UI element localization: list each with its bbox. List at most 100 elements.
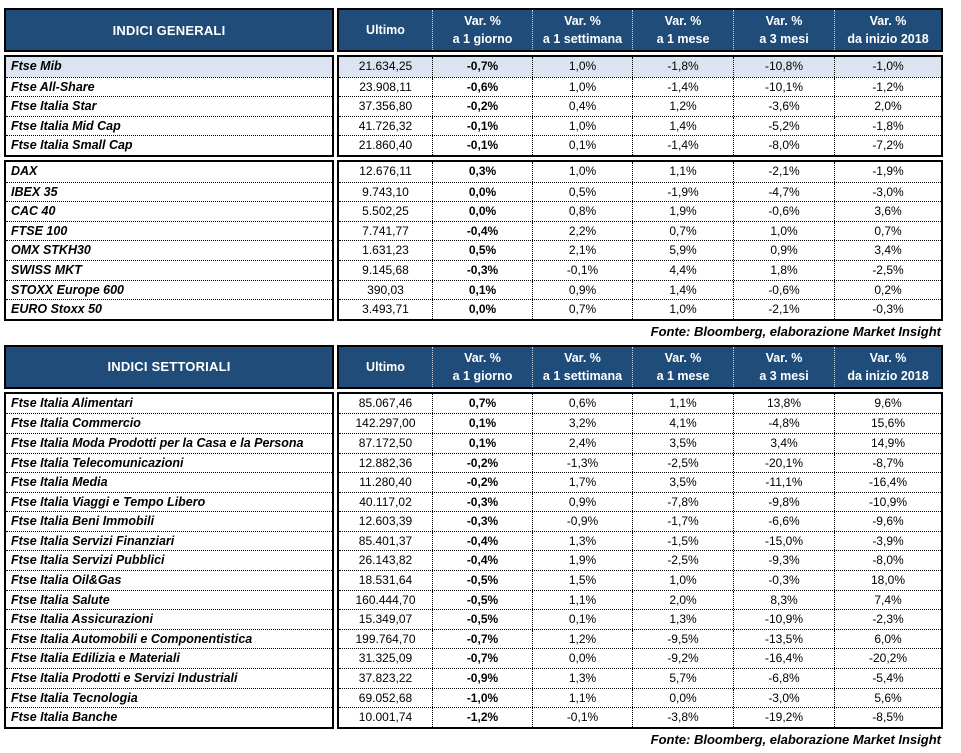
var-value: 1,0% bbox=[733, 221, 834, 241]
var-value: 9,6% bbox=[834, 393, 941, 414]
var-value: -1,3% bbox=[532, 453, 632, 473]
var-value: 7,4% bbox=[834, 590, 941, 610]
table-row: 21.634,25 -0,7% 1,0% -1,8% -10,8% -1,0% bbox=[339, 57, 941, 77]
ultimo-value: 23.908,11 bbox=[359, 79, 412, 94]
column-headers: Ultimo Var. % a 1 giorno Var. % a 1 settiman… bbox=[337, 8, 943, 52]
index-label: Ftse Italia Mid Cap bbox=[6, 115, 332, 136]
var-value: -5,2% bbox=[733, 116, 834, 136]
var-label: Var. % bbox=[464, 350, 501, 365]
ultimo-value: 142.297,00 bbox=[355, 416, 416, 431]
var-value: -10,9% bbox=[733, 610, 834, 629]
table-row: 69.052,68 -1,0% 1,1% 0,0% -3,0% 5,6% bbox=[339, 687, 941, 708]
table-title: INDICI GENERALI bbox=[4, 8, 334, 52]
var-value: -0,5% bbox=[432, 610, 532, 629]
var-value: -2,5% bbox=[834, 260, 941, 280]
table-row: 21.860,40 -0,1% 0,1% -1,4% -8,0% -7,2% bbox=[339, 135, 941, 155]
index-label: Ftse Italia Servizi Pubblici bbox=[6, 550, 332, 570]
ultimo-value: 31.325,09 bbox=[358, 651, 413, 666]
var-value: -1,2% bbox=[834, 77, 941, 97]
table-row: 10.001,74 -1,2% -0,1% -3,8% -19,2% -8,5% bbox=[339, 707, 941, 727]
var-value: -0,2% bbox=[432, 97, 532, 116]
table-header-row: INDICI SETTORIALI Ultimo Var. % a 1 giorno… bbox=[4, 344, 961, 389]
ultimo-value: 12.676,11 bbox=[359, 163, 412, 178]
var-label: Var. % bbox=[765, 13, 803, 28]
var-period: da inizio 2018 bbox=[847, 32, 929, 46]
table-row: 37.823,22 -0,9% 1,3% 5,7% -6,8% -5,4% bbox=[339, 668, 941, 688]
table-row: 1.631,23 0,5% 2,1% 5,9% 0,9% 3,4% bbox=[339, 240, 941, 260]
var-value: 15,6% bbox=[834, 414, 941, 433]
var-value: -2,5% bbox=[632, 453, 733, 473]
index-label: Ftse Italia Oil&Gas bbox=[6, 570, 332, 590]
var-value: 0,5% bbox=[532, 182, 632, 202]
ultimo-value: 85.067,46 bbox=[358, 395, 413, 410]
var-value: 1,0% bbox=[532, 77, 632, 97]
var-value: -2,1% bbox=[733, 300, 834, 319]
source-note: Fonte: Bloomberg, elaborazione Market In… bbox=[650, 731, 941, 747]
var-period: da inizio 2018 bbox=[847, 368, 929, 383]
column-header-var: Var. % a 1 settimana bbox=[532, 346, 632, 387]
var-value: 13,8% bbox=[733, 393, 834, 414]
table-body: Ftse Italia Alimentari Ftse Italia Commer… bbox=[4, 391, 961, 729]
var-value: 1,0% bbox=[632, 571, 733, 590]
var-value: -8,5% bbox=[834, 708, 941, 727]
var-value: 0,1% bbox=[532, 136, 632, 155]
var-value: 18,0% bbox=[834, 571, 941, 590]
index-label: Ftse All-Share bbox=[6, 76, 332, 97]
var-value: -0,3% bbox=[733, 571, 834, 590]
column-header-ultimo: Ultimo bbox=[366, 22, 405, 37]
ultimo-value: 390,03 bbox=[367, 282, 404, 297]
var-value: -2,5% bbox=[632, 551, 733, 571]
var-value: -4,8% bbox=[733, 414, 834, 433]
index-label: Ftse Italia Banche bbox=[6, 707, 332, 727]
var-value: -0,2% bbox=[432, 473, 532, 492]
label-column: Ftse Mib Ftse All-Share Ftse Italia Star Ft… bbox=[4, 55, 334, 157]
var-value: 0,3% bbox=[432, 161, 532, 182]
var-value: -9,5% bbox=[632, 629, 733, 649]
var-value: 3,6% bbox=[834, 202, 941, 221]
table-row: 9.743,10 0,0% 0,5% -1,9% -4,7% -3,0% bbox=[339, 181, 941, 202]
ultimo-value: 9.145,68 bbox=[362, 262, 409, 277]
var-value: 1,3% bbox=[632, 610, 733, 629]
ultimo-value: 26.143,82 bbox=[358, 553, 413, 568]
var-value: -2,3% bbox=[834, 610, 941, 629]
table-row: 9.145,68 -0,3% -0,1% 4,4% 1,8% -2,5% bbox=[339, 259, 941, 280]
var-value: 1,3% bbox=[532, 531, 632, 551]
var-value: -3,9% bbox=[834, 531, 941, 551]
table-row: 15.349,07 -0,5% 0,1% 1,3% -10,9% -2,3% bbox=[339, 609, 941, 629]
var-value: -1,8% bbox=[632, 57, 733, 77]
var-value: 0,2% bbox=[834, 280, 941, 300]
column-header-var: Var. % a 1 giorno bbox=[432, 346, 532, 387]
index-label: CAC 40 bbox=[6, 201, 332, 221]
var-value: -7,2% bbox=[834, 136, 941, 155]
var-value: -8,0% bbox=[834, 551, 941, 571]
table-row: 87.172,50 0,1% 2,4% 3,5% 3,4% 14,9% bbox=[339, 432, 941, 453]
var-value: -1,4% bbox=[632, 136, 733, 155]
var-label: Var. % bbox=[869, 350, 907, 365]
var-value: 1,0% bbox=[532, 161, 632, 182]
index-label: Ftse Italia Telecomunicazioni bbox=[6, 452, 332, 473]
var-value: -0,4% bbox=[432, 531, 532, 551]
var-value: 1,1% bbox=[632, 161, 733, 182]
column-header-var: Var. % a 1 giorno bbox=[432, 10, 532, 50]
var-value: -0,3% bbox=[432, 492, 532, 512]
var-value: -0,4% bbox=[432, 221, 532, 241]
index-label: EURO Stoxx 50 bbox=[6, 299, 332, 319]
table-row: 11.280,40 -0,2% 1,7% 3,5% -11,1% -16,4% bbox=[339, 472, 941, 492]
var-value: 0,7% bbox=[632, 221, 733, 241]
index-label: Ftse Italia Alimentari bbox=[11, 395, 133, 410]
var-value: 0,4% bbox=[532, 97, 632, 116]
table-row: 40.117,02 -0,3% 0,9% -7,8% -9,8% -10,9% bbox=[339, 491, 941, 512]
index-label: Ftse Italia Salute bbox=[6, 589, 332, 610]
var-value: -9,3% bbox=[733, 551, 834, 571]
label-column: DAX IBEX 35 CAC 40 FTSE 100 OMX STKH30 SWISS … bbox=[4, 159, 334, 321]
ultimo-value: 5.502,25 bbox=[362, 204, 409, 219]
var-value: 1,2% bbox=[632, 97, 733, 116]
var-value: 2,2% bbox=[532, 221, 632, 241]
ultimo-value: 7.741,77 bbox=[362, 223, 409, 238]
var-value: -15,0% bbox=[733, 531, 834, 551]
ultimo-value: 199.764,70 bbox=[355, 631, 416, 646]
row-group: Ftse Mib Ftse All-Share Ftse Italia Star Ft… bbox=[4, 55, 961, 157]
table-row: 23.908,11 -0,6% 1,0% -1,4% -10,1% -1,2% bbox=[339, 76, 941, 97]
var-value: 5,6% bbox=[834, 688, 941, 708]
